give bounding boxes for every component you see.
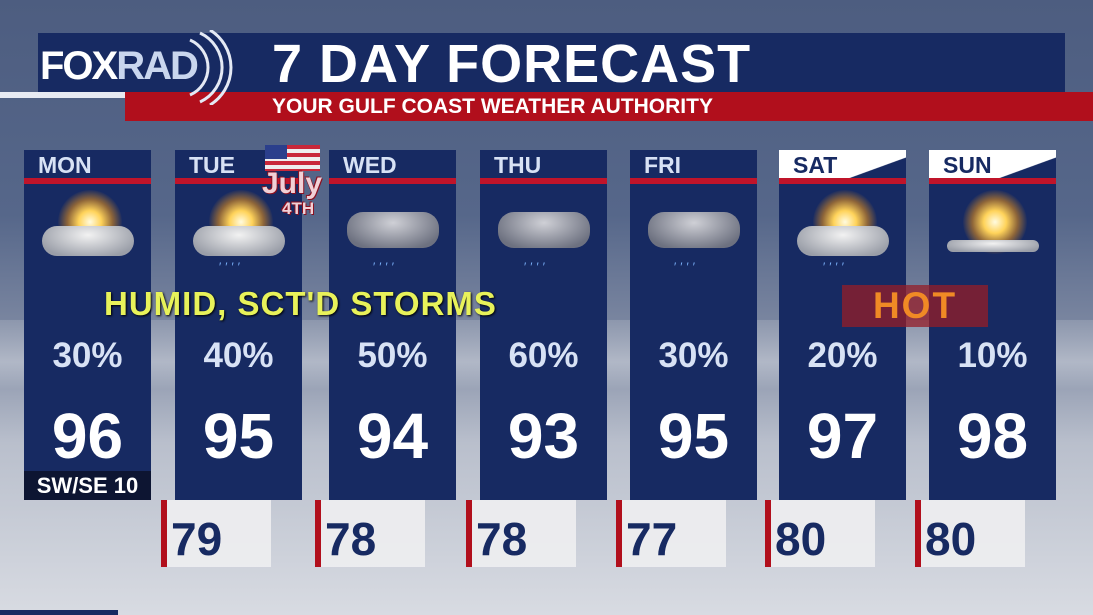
logo-rad: RAD — [116, 44, 199, 88]
partly-sunny-showers-icon: ′′′′ — [793, 190, 893, 280]
mostly-sunny-icon — [943, 190, 1043, 280]
rain-icon: ′′′′ — [373, 260, 398, 274]
wind-readout: SW/SE 10 — [24, 471, 151, 500]
red-divider — [630, 178, 757, 184]
rain-chance: 10% — [957, 336, 1028, 375]
rain-icon: ′′′′ — [219, 260, 244, 274]
storm-icon: ′′′′ — [644, 190, 744, 280]
cloud-icon — [797, 226, 889, 256]
rain-icon: ′′′′ — [674, 260, 699, 274]
fourth-text: 4TH — [282, 199, 315, 218]
logo-fox: FOX — [40, 44, 118, 88]
flag-icon — [265, 145, 320, 171]
low-temp: 78 — [315, 500, 425, 567]
rain-chance: 30% — [658, 336, 729, 375]
rain-chance: 50% — [357, 336, 428, 375]
day-label-background — [779, 150, 906, 180]
day-label: SUN — [943, 152, 992, 178]
red-divider — [929, 178, 1056, 184]
day-column-wed: WED ′′′′ 50% 94 — [329, 150, 456, 500]
low-temp: 78 — [466, 500, 576, 567]
low-temp: 80 — [915, 500, 1025, 567]
day-label: SAT — [793, 152, 838, 178]
hot-banner: HOT — [842, 285, 988, 327]
day-label-background — [929, 150, 1056, 180]
humid-storms-banner: HUMID, SCT'D STORMS — [104, 285, 497, 322]
day-column-mon: MON 30% 96 — [24, 150, 151, 500]
cloud-icon — [42, 226, 134, 256]
radar-waves-icon — [189, 30, 233, 105]
rain-icon: ′′′′ — [524, 260, 549, 274]
cloud-icon — [347, 212, 439, 248]
high-temp: 96 — [51, 400, 124, 472]
high-temp: 95 — [202, 400, 275, 472]
high-temp: 98 — [956, 400, 1029, 472]
partly-sunny-showers-icon: ′′′′ — [189, 190, 289, 280]
low-temp: 80 — [765, 500, 875, 567]
day-label: THU — [494, 152, 542, 178]
high-temp: 97 — [806, 400, 879, 472]
high-temp: 95 — [657, 400, 730, 472]
day-column-thu: THU ′′′′ 60% 93 — [480, 150, 607, 500]
rain-chance: 20% — [807, 336, 878, 375]
rain-icon: ′′′′ — [823, 260, 848, 274]
red-divider — [329, 178, 456, 184]
day-label: WED — [343, 152, 397, 178]
red-divider — [779, 178, 906, 184]
high-temp: 94 — [356, 400, 429, 472]
storm-icon: ′′′′ — [494, 190, 594, 280]
red-divider — [175, 178, 302, 184]
page-title: 7 DAY FORECAST — [272, 34, 752, 94]
page-subtitle: YOUR GULF COAST WEATHER AUTHORITY — [272, 95, 713, 118]
low-temp: 79 — [161, 500, 271, 567]
cloud-icon — [947, 240, 1039, 252]
subtitle-bar — [125, 92, 1093, 121]
day-label: FRI — [644, 152, 682, 178]
day-column-tue: TUE ′′′′ 40% 95 — [175, 150, 302, 500]
red-divider — [24, 178, 151, 184]
storm-icon: ′′′′ — [343, 190, 443, 280]
cloud-icon — [193, 226, 285, 256]
rain-chance: 60% — [508, 336, 579, 375]
day-label: TUE — [189, 152, 235, 178]
logo: FOXRAD — [40, 44, 199, 88]
cloud-icon — [648, 212, 740, 248]
low-temp: 77 — [616, 500, 726, 567]
red-divider — [480, 178, 607, 184]
july-4th-badge: July 4TH — [260, 145, 346, 217]
divider — [0, 92, 125, 98]
day-column-sun: SUN 10% 98 — [929, 150, 1056, 500]
rain-chance: 40% — [203, 336, 274, 375]
day-column-fri: FRI ′′′′ 30% 95 — [630, 150, 757, 500]
day-label: MON — [38, 152, 92, 178]
cloud-icon — [498, 212, 590, 248]
rain-chance: 30% — [52, 336, 123, 375]
partly-sunny-icon — [38, 190, 138, 280]
bottom-bar — [0, 610, 118, 615]
high-temp: 93 — [507, 400, 580, 472]
july-text: July — [262, 167, 323, 200]
